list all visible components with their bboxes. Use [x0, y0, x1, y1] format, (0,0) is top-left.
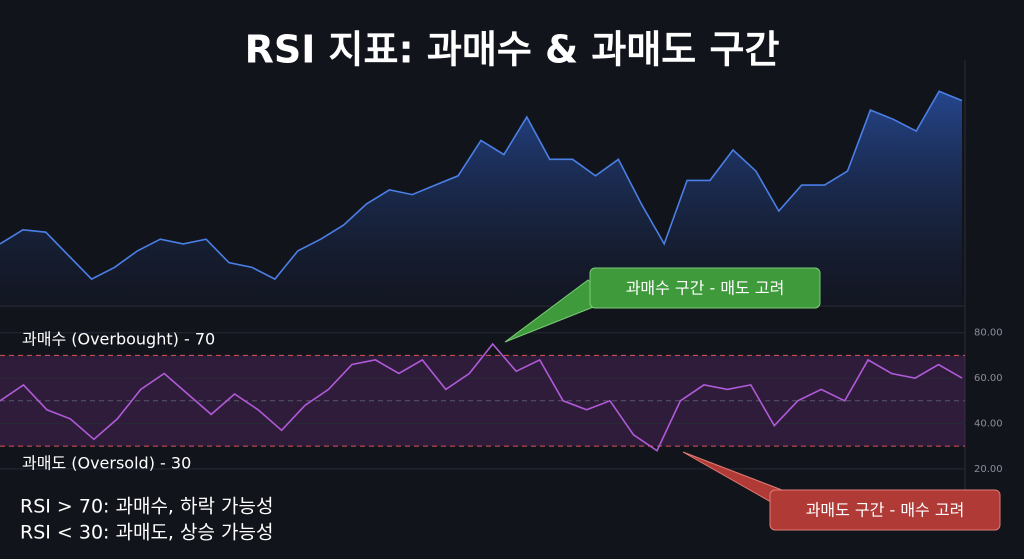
area — [0, 91, 962, 305]
price-panel — [0, 90, 963, 305]
callout-text: 과매도 구간 - 매수 고려 — [806, 501, 965, 520]
callout-box — [589, 267, 821, 309]
line — [0, 90, 963, 281]
callout-box — [769, 489, 1001, 531]
overbought-label: 과매수 (Overbought) - 70 — [22, 330, 215, 349]
note: RSI > 70: 과매수, 하락 가능성 — [20, 496, 273, 518]
oversold-callout: 과매도 구간 - 매수 고려 — [682, 451, 1001, 531]
y-tick-label: 20.00 — [974, 464, 1003, 475]
y-tick-label: 40.00 — [974, 418, 1003, 429]
overbought-callout: 과매수 구간 - 매도 고려 — [504, 267, 821, 343]
note: RSI < 30: 과매도, 상승 가능성 — [20, 522, 273, 544]
line — [0, 342, 963, 452]
y-tick-label: 60.00 — [974, 373, 1003, 384]
oversold-label: 과매도 (Oversold) - 30 — [22, 454, 191, 473]
rsi-panel: 20.00 40.00 60.00 80.00 — [0, 328, 1003, 475]
y-tick-label: 80.00 — [974, 328, 1003, 339]
callout-text: 과매수 구간 - 매도 고려 — [626, 279, 785, 298]
chart-title: RSI 지표: 과매수 & 과매도 구간 — [245, 28, 780, 72]
